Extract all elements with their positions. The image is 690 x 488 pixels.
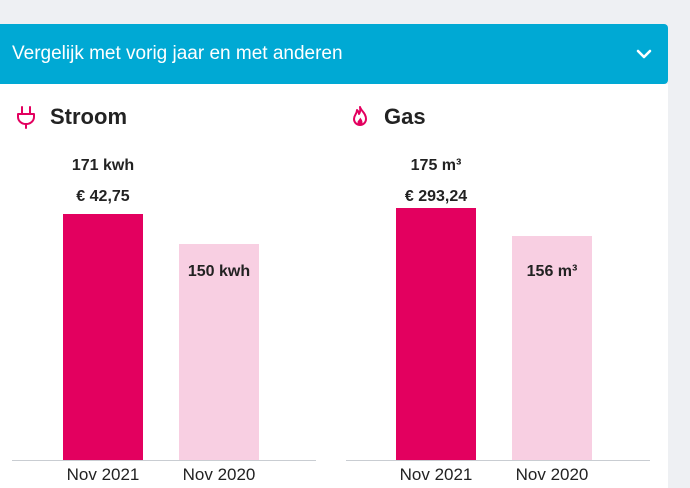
gas-header: Gas: [348, 102, 426, 132]
bar-gas-nov-2021: [396, 208, 476, 460]
stroom-title: Stroom: [50, 104, 127, 129]
compare-section-header[interactable]: Vergelijk met vorig jaar en met anderen: [0, 24, 668, 84]
stroom-x-label-nov-2021: Nov 2021: [66, 465, 140, 484]
stroom-x-label-nov-2020: Nov 2020: [182, 465, 256, 484]
gas-x-label-nov-2020: Nov 2020: [515, 465, 589, 484]
stroom-axis-line: [12, 460, 316, 461]
chevron-down-icon[interactable]: [634, 44, 654, 64]
stroom-cost-label-nov-2021: € 42,75: [76, 188, 130, 205]
bar-stroom-nov-2020: [179, 244, 259, 460]
gas-axis-line: [346, 460, 650, 461]
gas-value-label-nov-2020: 156 m³: [526, 263, 578, 280]
bar-gas-nov-2020: [512, 236, 592, 460]
stroom-panel: Stroom 171 kwh € 42,75 150 kwh Nov 2021 …: [0, 84, 320, 488]
stroom-value-label-nov-2021: 171 kwh: [71, 157, 135, 174]
bar-stroom-nov-2021: [63, 214, 143, 460]
section-title: Vergelijk met vorig jaar en met anderen: [12, 43, 343, 64]
comparison-card: Stroom 171 kwh € 42,75 150 kwh Nov 2021 …: [0, 84, 668, 488]
plug-icon: [17, 106, 35, 129]
gas-title: Gas: [384, 104, 426, 129]
stroom-header: Stroom: [14, 102, 127, 132]
gas-x-label-nov-2021: Nov 2021: [399, 465, 473, 484]
stroom-value-label-nov-2020: 150 kwh: [187, 263, 251, 280]
gas-panel: Gas 175 m³ € 293,24 156 m³ Nov 2021 Nov …: [334, 84, 654, 488]
gas-value-label-nov-2021: 175 m³: [410, 157, 462, 174]
flame-icon: [353, 106, 367, 126]
gas-cost-label-nov-2021: € 293,24: [404, 188, 468, 205]
